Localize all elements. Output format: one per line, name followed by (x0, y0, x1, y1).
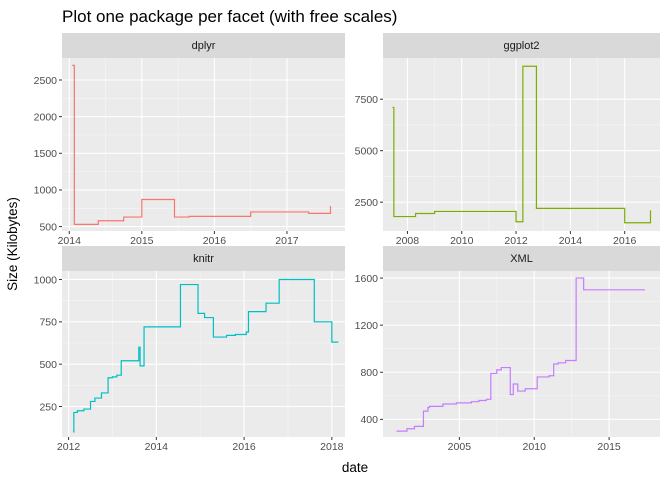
y-tick-label: 250 (39, 401, 57, 413)
x-tick-label: 2014 (559, 235, 583, 247)
y-tick-label: 7500 (355, 94, 379, 106)
facets: dplyr 2014 2015 2016 2017 500 1000 1500 2000 2500… (34, 33, 660, 453)
y-tick-label: 1000 (34, 185, 58, 197)
facet-knitr: knitr 2012 2014 2016 2018 250 500 750 1000 (34, 246, 345, 453)
strip-label-ggplot2: ggplot2 (503, 40, 539, 52)
chart-title: Plot one package per facet (with free sc… (62, 7, 397, 26)
y-tick-label: 1600 (355, 273, 379, 285)
x-tick-label: 2016 (232, 441, 256, 453)
x-tick-label: 2017 (275, 235, 299, 247)
strip-label-xml: XML (510, 253, 533, 265)
y-tick-label: 5000 (355, 145, 379, 157)
panel-background-dplyr (62, 58, 345, 231)
facet-dplyr: dplyr 2014 2015 2016 2017 500 1000 1500 2000 2500 (34, 33, 345, 247)
x-tick-label: 2012 (504, 235, 528, 247)
strip-xml (383, 246, 660, 271)
x-tick-label: 2005 (448, 441, 472, 453)
x-tick-label: 2016 (613, 235, 637, 247)
x-tick-label: 2016 (203, 235, 227, 247)
y-tick-label: 2500 (34, 75, 58, 87)
x-tick-label: 2018 (320, 441, 344, 453)
x-tick-label: 2010 (523, 441, 547, 453)
y-axis-title: Size (Kilobytes) (5, 197, 20, 291)
y-tick-label: 500 (39, 359, 57, 371)
facet-ggplot2: ggplot2 2008 2010 2012 2014 2016 2500 5000 7500 (355, 33, 660, 247)
y-tick-label: 500 (39, 221, 57, 233)
y-tick-label: 1200 (355, 320, 379, 332)
x-tick-label: 2014 (58, 235, 82, 247)
y-tick-label: 2000 (34, 111, 58, 123)
strip-knitr (62, 246, 345, 271)
x-tick-label: 2015 (130, 235, 154, 247)
strip-label-dplyr: dplyr (192, 40, 216, 52)
x-tick-label: 2008 (396, 235, 420, 247)
facet-xml: XML 2005 2010 2015 400 800 1200 1600 (355, 246, 660, 453)
y-tick-label: 2500 (355, 197, 379, 209)
x-tick-label: 2012 (57, 441, 81, 453)
y-tick-label: 1500 (34, 148, 58, 160)
panel-background-xml (383, 271, 660, 437)
x-tick-label: 2010 (450, 235, 474, 247)
strip-ggplot2 (383, 33, 660, 58)
panel-background-knitr (62, 271, 345, 437)
y-tick-label: 1000 (34, 274, 58, 286)
y-tick-label: 750 (39, 317, 57, 329)
x-tick-label: 2015 (597, 441, 621, 453)
series-line-ggplot2 (392, 65, 652, 224)
strip-dplyr (62, 33, 345, 58)
x-axis-title: date (342, 460, 368, 475)
series-line-knitr (72, 278, 339, 433)
series-line-dplyr (72, 64, 332, 226)
x-tick-label: 2014 (145, 441, 169, 453)
series-line-xml (396, 277, 646, 432)
panel-background-ggplot2 (383, 58, 660, 231)
strip-label-knitr: knitr (193, 253, 214, 265)
y-tick-label: 400 (360, 414, 378, 426)
y-tick-label: 800 (360, 367, 378, 379)
